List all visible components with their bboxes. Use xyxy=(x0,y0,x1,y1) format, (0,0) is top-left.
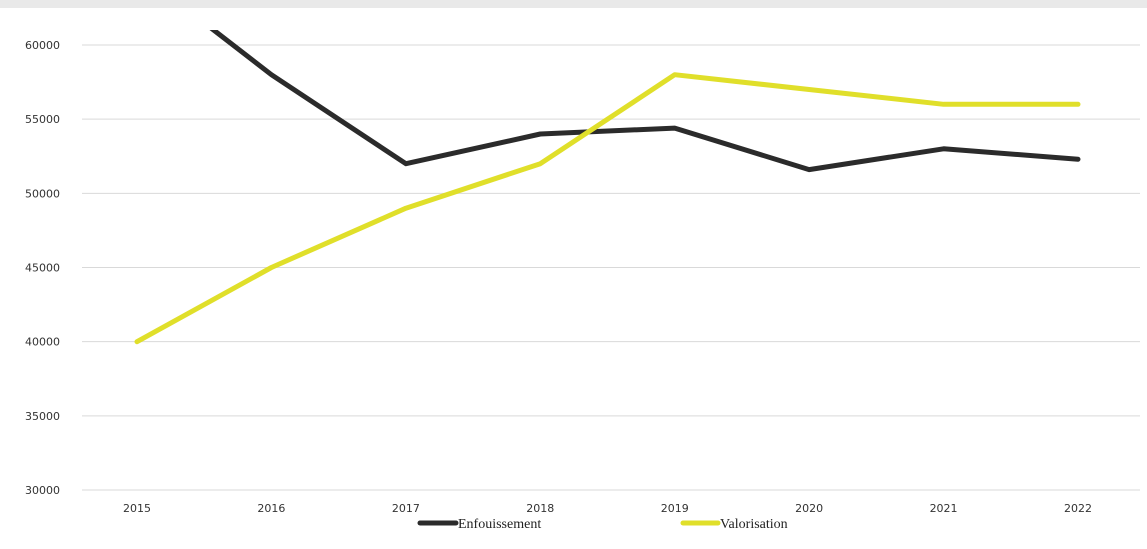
x-tick-label: 2020 xyxy=(795,502,823,515)
legend: Enfouissement Valorisation xyxy=(417,517,788,532)
y-axis-ticks: 30000 35000 40000 45000 50000 55000 60000 xyxy=(25,39,60,497)
y-tick-label: 45000 xyxy=(25,262,60,275)
y-tick-label: 30000 xyxy=(25,484,60,497)
y-tick-label: 35000 xyxy=(25,410,60,423)
x-tick-label: 2018 xyxy=(526,502,554,515)
plot-background xyxy=(0,8,1147,549)
x-tick-label: 2021 xyxy=(930,502,958,515)
series-line-valorisation xyxy=(134,72,1081,345)
x-tick-label: 2022 xyxy=(1064,502,1092,515)
legend-label-valorisation: Valorisation xyxy=(720,517,788,532)
x-tick-label: 2017 xyxy=(392,502,420,515)
y-tick-label: 55000 xyxy=(25,113,60,126)
y-tick-label: 60000 xyxy=(25,39,60,52)
x-axis-ticks: 2015 2016 2017 2018 2019 2020 2021 2022 xyxy=(123,502,1092,515)
top-band xyxy=(0,0,1147,8)
x-tick-label: 2019 xyxy=(661,502,689,515)
series-lines xyxy=(134,30,1081,345)
legend-label-enfouissement: Enfouissement xyxy=(458,517,541,532)
x-tick-label: 2015 xyxy=(123,502,151,515)
x-tick-label: 2016 xyxy=(257,502,285,515)
y-tick-label: 50000 xyxy=(25,187,60,200)
series-line-enfouissement xyxy=(209,30,1081,173)
y-tick-label: 40000 xyxy=(25,336,60,349)
